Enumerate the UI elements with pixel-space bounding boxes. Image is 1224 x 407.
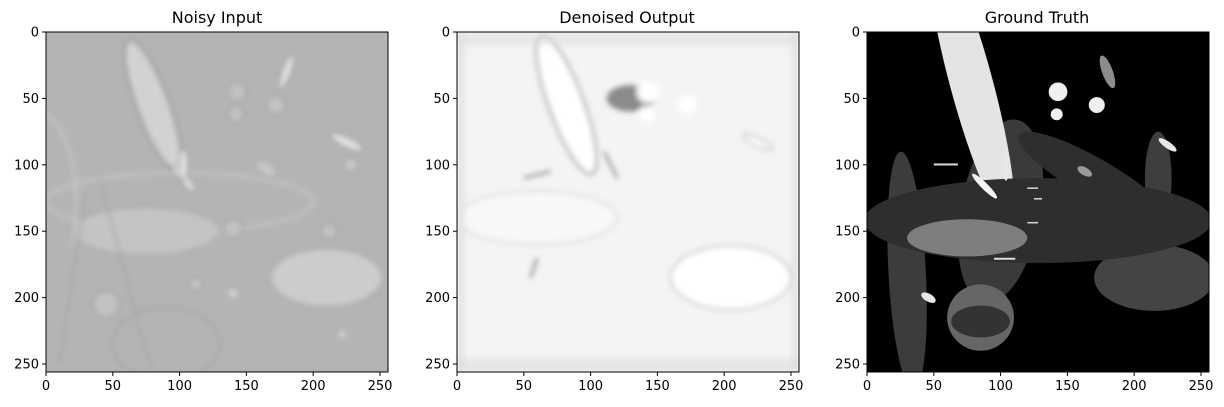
y-tick-label: 150 [14,225,39,240]
x-tick-label: 250 [368,379,393,394]
x-ticks: 0 50 100 150 200 250 [863,372,1214,394]
y-tick-label: 200 [425,291,450,306]
panel-title: Noisy Input [172,8,263,27]
y-tick-label: 100 [14,158,39,173]
y-tick-label: 150 [425,225,450,240]
x-tick-label: 150 [234,379,259,394]
x-tick-label: 0 [42,379,50,394]
y-tick-label: 250 [835,358,860,373]
y-tick-label: 50 [22,92,39,107]
panel-noisy-input: Noisy Input [14,8,392,394]
plot-frame [456,31,800,373]
x-tick-label: 0 [453,379,461,394]
x-tick-label: 100 [988,379,1013,394]
panel-title: Denoised Output [559,8,695,27]
image-texture [46,38,384,372]
y-tick-label: 100 [835,158,860,173]
y-ticks: 0 50 100 150 200 250 [425,26,457,373]
y-tick-label: 200 [14,291,39,306]
panel-title: Ground Truth [985,8,1090,27]
y-tick-label: 250 [425,358,450,373]
image-shapes [867,32,1209,372]
x-tick-label: 200 [1122,379,1147,394]
plot-frame [866,31,1210,373]
y-ticks: 0 50 100 150 200 250 [14,26,46,373]
x-tick-label: 50 [926,379,943,394]
x-tick-label: 150 [645,379,670,394]
x-tick-label: 250 [1189,379,1214,394]
image-denoised-output [457,32,799,372]
y-tick-label: 100 [425,158,450,173]
x-ticks: 0 50 100 150 200 250 [42,372,393,394]
panel-ground-truth: Ground Truth [835,8,1214,394]
y-tick-label: 0 [31,26,39,41]
x-tick-label: 100 [167,379,192,394]
x-tick-label: 200 [712,379,737,394]
image-texture [457,32,799,372]
y-ticks: 0 50 100 150 200 250 [835,26,867,373]
y-tick-label: 200 [835,291,860,306]
y-tick-label: 0 [852,26,860,41]
x-tick-label: 100 [578,379,603,394]
y-tick-label: 150 [835,225,860,240]
y-tick-label: 250 [14,358,39,373]
y-tick-label: 50 [433,92,450,107]
x-tick-label: 150 [1055,379,1080,394]
plot-frame [45,31,389,373]
image-noisy-input [46,32,388,372]
x-tick-label: 200 [301,379,326,394]
x-tick-label: 250 [779,379,804,394]
x-tick-label: 0 [863,379,871,394]
y-tick-label: 0 [442,26,450,41]
x-tick-label: 50 [516,379,533,394]
x-tick-label: 50 [105,379,122,394]
image-ground-truth [867,32,1209,372]
image-background [46,32,388,372]
y-tick-label: 50 [843,92,860,107]
x-ticks: 0 50 100 150 200 250 [453,372,804,394]
